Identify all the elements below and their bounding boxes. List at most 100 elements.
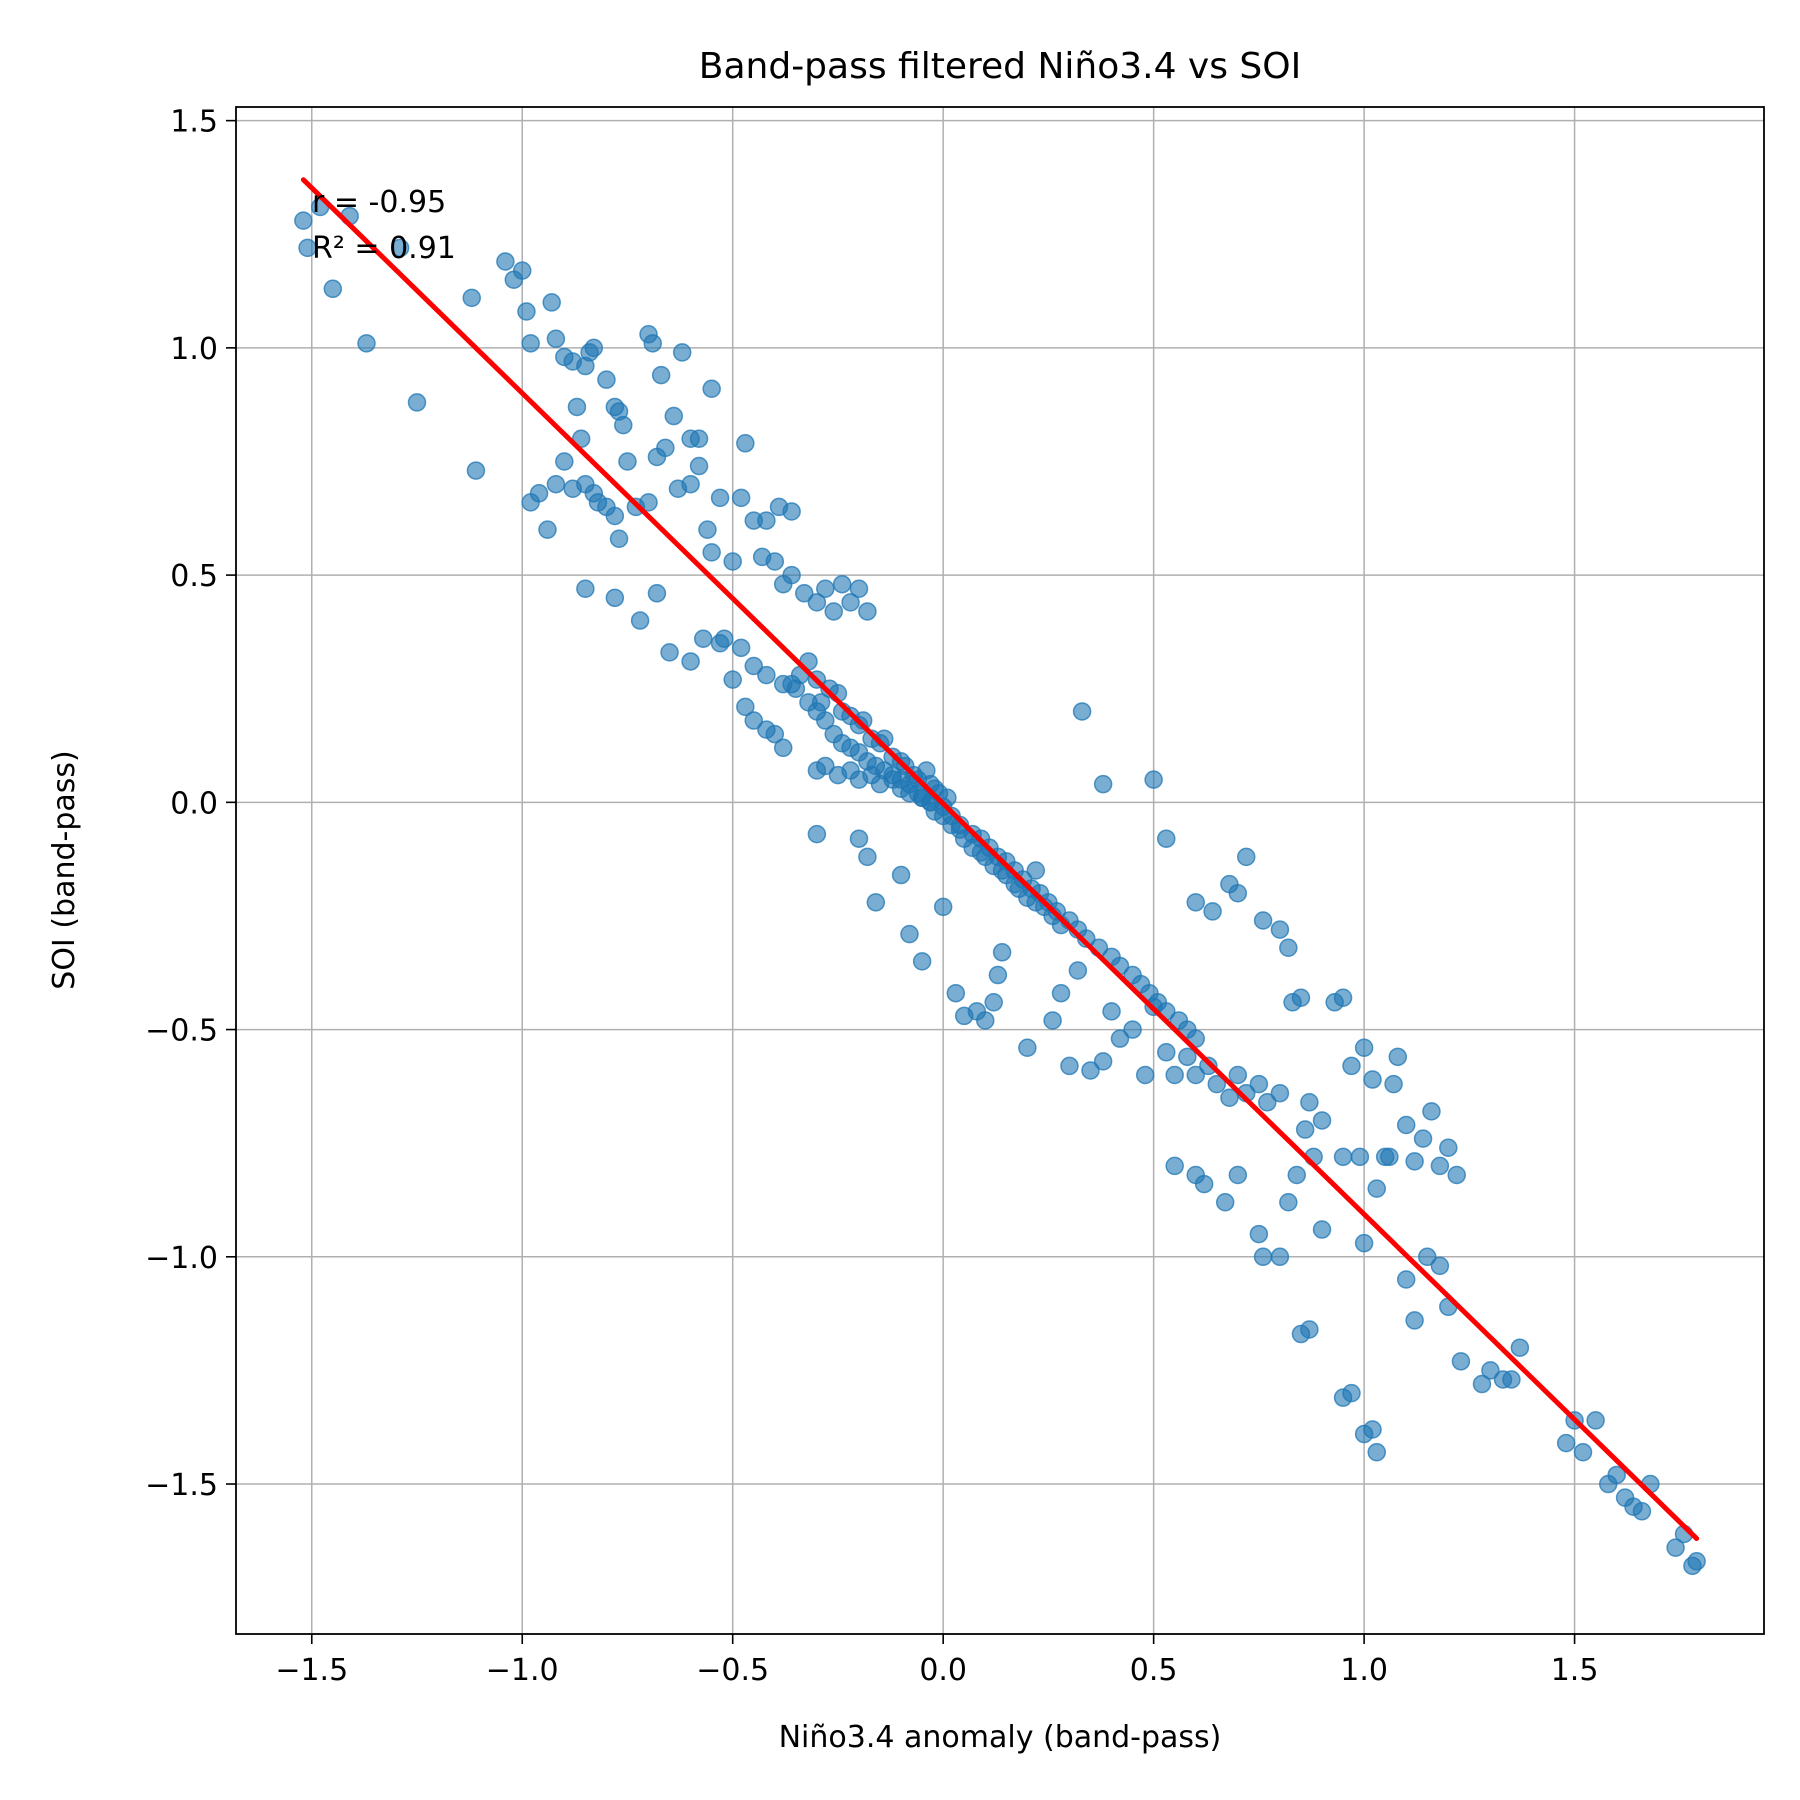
data-point: [614, 415, 633, 435]
data-point: [1249, 1224, 1269, 1244]
data-point: [736, 697, 755, 717]
data-point: [1178, 1047, 1197, 1067]
data-point: [1236, 847, 1256, 867]
data-point: [546, 329, 566, 349]
grid-layer: [236, 107, 1764, 1634]
data-point: [1502, 1370, 1521, 1389]
data-point: [773, 738, 793, 758]
data-point: [323, 279, 343, 299]
data-point: [744, 656, 764, 676]
data-point: [567, 397, 587, 417]
data-point: [357, 334, 376, 353]
data-point: [1157, 829, 1176, 848]
data-point: [1687, 1552, 1706, 1571]
regression-line: [300, 177, 1700, 1542]
data-point: [1396, 1115, 1416, 1135]
data-point: [1270, 1083, 1290, 1103]
data-point: [1300, 1320, 1319, 1339]
data-point: [1279, 938, 1298, 958]
y-tick-label: −0.5: [145, 1014, 218, 1049]
data-point: [1186, 1065, 1205, 1085]
data-point: [1384, 1074, 1403, 1094]
data-point: [900, 924, 919, 944]
data-point: [462, 288, 481, 308]
x-tick-label: −0.5: [696, 1653, 769, 1688]
data-point: [1312, 1111, 1332, 1130]
data-point: [984, 993, 1003, 1012]
data-point: [824, 602, 843, 621]
data-point: [1077, 929, 1096, 948]
data-point: [1363, 1420, 1382, 1439]
data-point: [807, 824, 827, 844]
data-point: [693, 629, 713, 648]
tick-labels-layer: −1.5 −1.0 −0.5 0.0 0.5 1.0 1.5 −1.5 −1.0 −0.5 0.0 0…: [145, 105, 1598, 1688]
data-point: [466, 461, 486, 480]
data-point: [858, 602, 877, 621]
data-point: [1051, 983, 1071, 1003]
data-point: [529, 484, 549, 503]
data-point: [1632, 1502, 1652, 1521]
data-point: [976, 1011, 995, 1030]
data-point: [849, 829, 869, 848]
data-point: [782, 502, 801, 521]
data-point: [1405, 1152, 1424, 1171]
data-point: [807, 593, 827, 612]
data-point: [584, 338, 604, 358]
data-point: [538, 520, 557, 539]
data-point: [681, 474, 700, 494]
r-squared-annotation: R² = 0.91: [312, 231, 456, 266]
data-point: [757, 665, 776, 685]
data-point: [744, 711, 764, 730]
data-point: [1422, 1102, 1441, 1121]
y-tick-label: 1.5: [170, 105, 218, 140]
data-point: [1093, 774, 1113, 794]
data-point: [618, 452, 637, 471]
data-point: [723, 552, 742, 571]
chart-title: Band-pass filtered Niño3.4 vs SOI: [699, 46, 1301, 87]
data-point: [816, 711, 835, 730]
x-tick-label: −1.0: [486, 1653, 559, 1688]
data-point: [1354, 1233, 1374, 1253]
data-point: [1279, 1193, 1298, 1212]
data-point: [1447, 1165, 1466, 1185]
data-point: [1249, 1074, 1269, 1094]
data-point: [702, 379, 721, 399]
data-point: [605, 588, 625, 608]
data-point: [555, 452, 574, 471]
data-point: [736, 434, 755, 453]
data-point: [546, 474, 566, 494]
data-point: [521, 334, 540, 353]
data-point: [992, 943, 1012, 962]
data-point: [946, 983, 966, 1003]
x-tick-label: 1.5: [1551, 1653, 1599, 1688]
data-point: [786, 679, 806, 698]
data-point: [1228, 883, 1248, 903]
data-point: [1270, 1247, 1290, 1267]
data-point: [1220, 1088, 1239, 1107]
data-point: [294, 211, 313, 230]
data-point: [1573, 1442, 1593, 1462]
data-point: [1430, 1156, 1450, 1176]
data-point: [1081, 1061, 1100, 1080]
x-tick-label: 0.5: [1130, 1653, 1178, 1688]
data-point: [832, 574, 852, 594]
data-point: [664, 406, 684, 426]
data-point: [1607, 1465, 1626, 1485]
data-point: [1270, 920, 1290, 939]
points-layer: [294, 197, 1706, 1576]
data-point: [1295, 1120, 1315, 1139]
data-point: [1380, 1147, 1399, 1167]
correlation-annotation: r = -0.95: [312, 185, 446, 220]
plot-frame: [235, 106, 1765, 1635]
data-point: [643, 334, 662, 353]
data-point: [765, 552, 785, 571]
data-point: [407, 393, 427, 412]
data-point: [816, 579, 835, 598]
data-point: [731, 488, 751, 508]
data-point: [816, 756, 835, 776]
data-point: [1253, 911, 1273, 930]
data-point: [1333, 988, 1353, 1007]
data-point: [1018, 1038, 1037, 1057]
x-tick-label: 1.0: [1340, 1653, 1388, 1688]
